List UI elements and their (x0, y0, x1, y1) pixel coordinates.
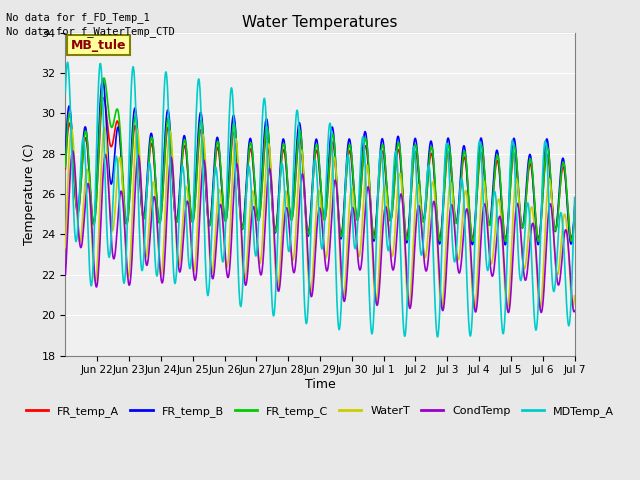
X-axis label: Time: Time (305, 378, 335, 391)
Legend: FR_temp_A, FR_temp_B, FR_temp_C, WaterT, CondTemp, MDTemp_A: FR_temp_A, FR_temp_B, FR_temp_C, WaterT,… (22, 401, 618, 421)
Text: No data for f_FD_Temp_1: No data for f_FD_Temp_1 (6, 12, 150, 23)
Text: MB_tule: MB_tule (71, 38, 127, 52)
Title: Water Temperatures: Water Temperatures (243, 15, 397, 30)
Y-axis label: Temperature (C): Temperature (C) (23, 143, 36, 245)
Text: No data for f_WaterTemp_CTD: No data for f_WaterTemp_CTD (6, 26, 175, 37)
